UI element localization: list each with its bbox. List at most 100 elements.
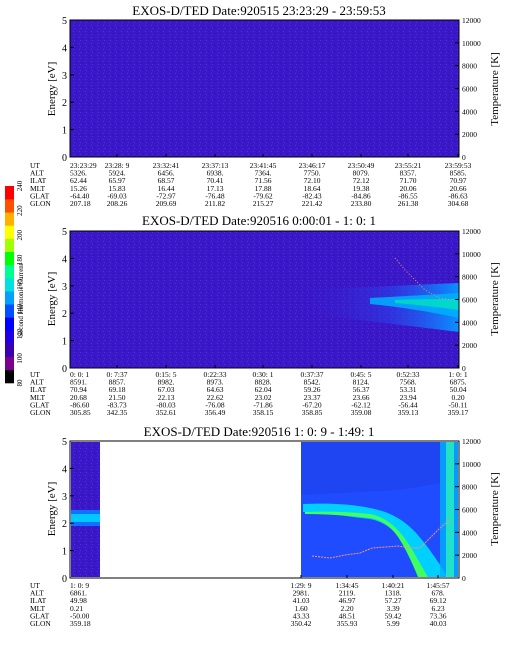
- ephemeris-value: -86.63: [448, 191, 468, 200]
- panel-3-early-strip: [71, 442, 100, 577]
- ephemeris-row-label: ALT: [30, 169, 44, 178]
- ephemeris-value: -79.62: [253, 191, 273, 200]
- ephemeris-value: -50.11: [448, 400, 467, 409]
- panel-3-y2-ticks: 0 2000 4000 6000 8000 10000 12000: [455, 437, 481, 583]
- ephemeris-value: 1:34:45: [336, 581, 359, 590]
- y-tick-label: 0: [62, 364, 67, 375]
- ephemeris-value: 6.23: [431, 604, 444, 613]
- y2-tick-label: 8000: [462, 483, 477, 492]
- ephemeris-row-label: GLAT: [30, 611, 50, 620]
- ephemeris-row-label: GLAT: [30, 191, 50, 200]
- ephemeris-value: -83.73: [107, 400, 127, 409]
- y-tick-label: 2: [62, 98, 67, 109]
- y-tick-label: 1: [62, 126, 67, 137]
- ephemeris-value: 8542.: [304, 378, 321, 387]
- ephemeris-value: -76.08: [205, 400, 225, 409]
- y2-tick-label: 10000: [462, 250, 481, 259]
- ephemeris-value: 6861.: [70, 589, 87, 598]
- panel-3-ylabel: Energy [eV]: [46, 482, 58, 536]
- ephemeris-row-label: MLT: [30, 604, 46, 613]
- y-tick-label: 5: [62, 437, 67, 448]
- ephemeris-value: 70.97: [450, 176, 467, 185]
- ephemeris-value: 0:22:33: [204, 370, 227, 379]
- ephemeris-value: 67.03: [158, 385, 175, 394]
- ephemeris-row-label: ALT: [30, 589, 44, 598]
- panel-3-temperature-trace: [311, 519, 451, 559]
- ephemeris-value: 1:29: 9: [290, 581, 311, 590]
- ephemeris-value: 2981.: [293, 589, 310, 598]
- panel-3-right-stripe-core: [446, 442, 454, 577]
- ephemeris-value: 678.: [431, 589, 444, 598]
- colorbar-cell: [5, 238, 14, 252]
- panel-3-y2label: Temperature [K]: [489, 472, 501, 545]
- ephemeris-value: 17.88: [255, 184, 272, 193]
- panel-2-temperature-trace: [394, 257, 453, 301]
- y2-tick-label: 0: [462, 364, 466, 373]
- y2-tick-label: 4000: [462, 528, 477, 537]
- ephemeris-row-label: ILAT: [30, 176, 47, 185]
- ephemeris-value: 69.12: [430, 596, 447, 605]
- ephemeris-value: 0:30: 1: [252, 370, 273, 379]
- ephemeris-value: 21.50: [109, 393, 126, 402]
- y-tick-label: 0: [62, 574, 67, 585]
- ephemeris-value: 41.03: [293, 596, 310, 605]
- ephemeris-value: 23:41:45: [250, 161, 277, 170]
- ephemeris-value: 358.85: [302, 408, 323, 417]
- ephemeris-value: 5.99: [386, 619, 399, 628]
- colorbar-ticks: 240 220 200 180 160 140 120 100 80: [16, 180, 24, 386]
- panel-2-warm-band: [300, 283, 459, 332]
- ephemeris-value: 57.27: [385, 596, 402, 605]
- ephemeris-value: 23:37:13: [202, 161, 229, 170]
- y-tick-label: 1: [62, 337, 67, 348]
- ephemeris-value: -67.20: [302, 400, 322, 409]
- ephemeris-value: 71.70: [400, 176, 417, 185]
- colorbar-cell: [5, 225, 14, 239]
- ephemeris-value: 209.69: [156, 199, 177, 208]
- ephemeris-row-label: ILAT: [30, 385, 47, 394]
- colorbar-cell: [5, 330, 14, 344]
- ephemeris-value: 358.15: [253, 408, 274, 417]
- panel-3-early-band-core: [71, 514, 100, 522]
- ephemeris-value: 7568.: [400, 378, 417, 387]
- ephemeris-value: 22.13: [158, 393, 175, 402]
- panel-2-band-center: [395, 299, 459, 310]
- panel-2-ylabel: Energy [eV]: [46, 272, 58, 326]
- y2-tick-label: 6000: [462, 296, 477, 305]
- ephemeris-value: 356.49: [205, 408, 226, 417]
- panel-3-title: EXOS-D/TED Date:920516 1: 0: 9 - 1:49: 1: [144, 424, 375, 439]
- ephemeris-value: 2119.: [339, 589, 356, 598]
- y2-tick-label: 0: [462, 153, 466, 162]
- ephemeris-value: 23.94: [400, 393, 417, 402]
- panel-3-cool-band-core: [305, 511, 428, 577]
- ephemeris-value: 0:45: 5: [350, 370, 371, 379]
- colorbar-cell: [5, 356, 14, 371]
- colorbar-tick-label: 80: [16, 379, 24, 387]
- ephemeris-value: 22.62: [207, 393, 224, 402]
- ephemeris-value: 2.20: [340, 604, 353, 613]
- ephemeris-value: 355.93: [337, 619, 358, 628]
- colorbar-tick-label: 200: [16, 230, 24, 241]
- panel-1-ylabel: Energy [eV]: [46, 62, 58, 116]
- ephemeris-value: 50.04: [450, 385, 467, 394]
- ephemeris-value: 1318.: [385, 589, 402, 598]
- ephemeris-value: 8973.: [207, 378, 224, 387]
- ephemeris-value: 23:55:21: [395, 161, 422, 170]
- panel-1-title: EXOS-D/TED Date:920515 23:23:29 - 23:59:…: [132, 3, 385, 18]
- y-tick-label: 3: [62, 71, 67, 82]
- colorbar-cell: [5, 343, 14, 358]
- ephemeris-value: 359.08: [351, 408, 372, 417]
- ephemeris-value: 40.03: [430, 619, 447, 628]
- ephemeris-value: 0.20: [451, 393, 464, 402]
- ephemeris-value: 8357.: [400, 169, 417, 178]
- colorbar: 240 220 200 180 160 140 120 100 80 Second Harmon…: [5, 180, 25, 387]
- panel-2-y2label: Temperature [K]: [489, 262, 501, 335]
- ephemeris-row-label: GLON: [30, 408, 51, 417]
- y-tick-label: 4: [62, 464, 67, 475]
- ephemeris-row-label: GLAT: [30, 400, 50, 409]
- panel-1: EXOS-D/TED Date:920515 23:23:29 - 23:59:…: [30, 3, 501, 208]
- ephemeris-value: 1:40:21: [382, 581, 405, 590]
- ephemeris-value: 59.26: [304, 385, 321, 394]
- y-tick-label: 2: [62, 309, 67, 320]
